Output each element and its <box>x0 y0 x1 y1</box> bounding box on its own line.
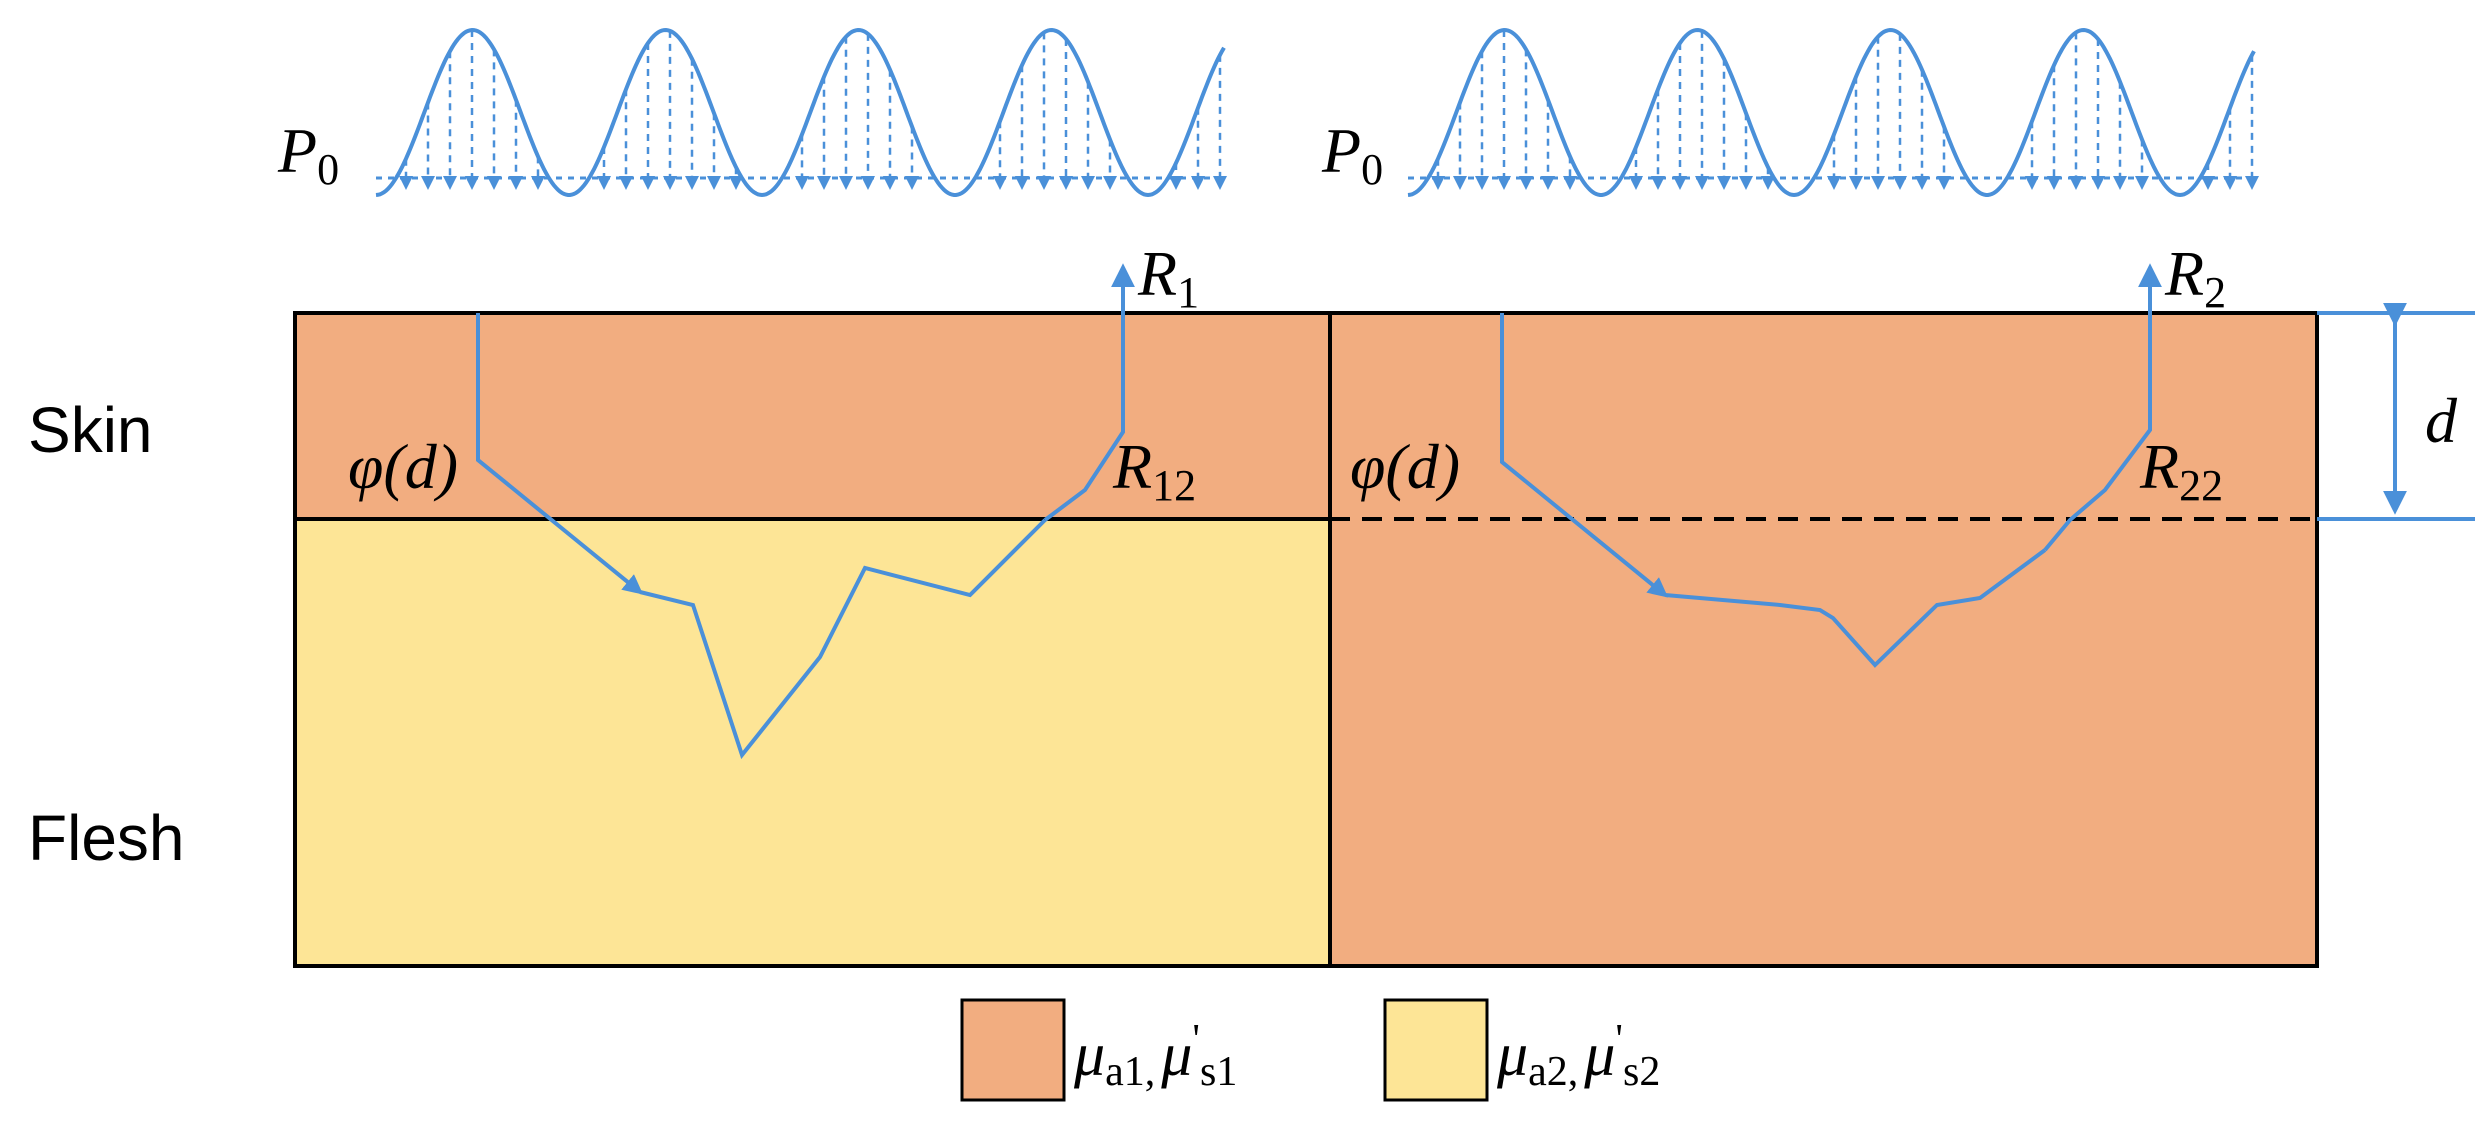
arrow-head <box>1169 176 1183 190</box>
legend-label-flesh: μa2,μ's2 <box>1496 1017 1660 1095</box>
arrow-head <box>1431 176 1445 190</box>
arrow-head <box>2047 176 2061 190</box>
arrow-head <box>1937 176 1951 190</box>
arrow-head <box>795 176 809 190</box>
arrow-head <box>1827 176 1841 190</box>
right-interface-exit-label: R22 <box>2139 431 2223 510</box>
arrow-head <box>1893 176 1907 190</box>
arrow-head <box>1497 176 1511 190</box>
depth-label: d <box>2425 385 2458 456</box>
arrow-head <box>729 176 743 190</box>
right-photon-path-down <box>1500 313 1669 598</box>
left-photon-path-up <box>1043 263 1135 522</box>
arrow-head <box>1761 176 1775 190</box>
arrow-head <box>1081 176 1095 190</box>
arrow-head <box>1059 176 1073 190</box>
arrow-head <box>1453 176 1467 190</box>
arrow-head <box>1541 176 1555 190</box>
arrow-head <box>1103 176 1117 190</box>
left-photon-path-down <box>476 313 644 595</box>
right-exit-label: R2 <box>2164 238 2226 317</box>
right-photon-path <box>1664 548 2047 668</box>
arrow-head <box>2025 176 2039 190</box>
arrow-head <box>861 176 875 190</box>
arrow-head <box>1739 176 1753 190</box>
arrow-head <box>707 176 721 190</box>
arrow-head <box>399 176 413 190</box>
skin-label: Skin <box>28 394 153 466</box>
arrow-head <box>1015 176 1029 190</box>
arrow-head <box>2223 176 2237 190</box>
arrow-head <box>487 176 501 190</box>
arrow-head <box>817 176 831 190</box>
right-flesh-layer <box>1330 519 2317 966</box>
legend-swatch-flesh <box>1383 998 1489 1102</box>
arrow-head <box>597 176 611 190</box>
wave-curve <box>375 27 1226 198</box>
arrow-head <box>1213 176 1227 190</box>
arrow-head <box>1191 176 1205 190</box>
arrow-head <box>641 176 655 190</box>
arrow-head <box>1519 176 1533 190</box>
arrow-head <box>421 176 435 190</box>
wave-curve <box>1407 27 2256 198</box>
left-illumination-pattern <box>375 27 1227 198</box>
arrow-head <box>1563 176 1577 190</box>
right-fluence-label: φ(d) <box>1350 431 1460 502</box>
legend-swatch-skin <box>960 998 1066 1102</box>
left-exit-label: R1 <box>1137 238 1199 317</box>
right-photon-path-up <box>2043 263 2162 552</box>
arrow-head <box>2201 176 2215 190</box>
arrow-head <box>1673 176 1687 190</box>
left-skin-layer <box>293 311 1332 521</box>
arrow-head <box>1695 176 1709 190</box>
arrow-head <box>1475 176 1489 190</box>
left-flesh-layer <box>293 517 1332 968</box>
arrow-head <box>443 176 457 190</box>
left-interface-exit-label: R12 <box>1112 431 1196 510</box>
arrow-head <box>2113 176 2127 190</box>
flesh-label: Flesh <box>28 802 185 874</box>
arrow-head <box>685 176 699 190</box>
arrow-head <box>1915 176 1929 190</box>
arrow-head <box>1651 176 1665 190</box>
arrow-head <box>619 176 633 190</box>
left-fluence-label: φ(d) <box>348 431 458 502</box>
left-source-label: P0 <box>277 115 339 194</box>
arrow-head <box>839 176 853 190</box>
arrow-head <box>1717 176 1731 190</box>
right-illumination-pattern <box>1407 27 2259 198</box>
arrow-head <box>1629 176 1643 190</box>
arrow-head <box>663 176 677 190</box>
arrow-head <box>531 176 545 190</box>
arrow-head <box>883 176 897 190</box>
right-source-label: P0 <box>1321 115 1383 194</box>
arrow-head <box>2135 176 2149 190</box>
legend-label-skin: μa1,μ's1 <box>1073 1017 1237 1095</box>
right-panel-border <box>1328 311 2319 968</box>
arrow-head <box>2091 176 2105 190</box>
arrow-head <box>993 176 1007 190</box>
arrow-head <box>465 176 479 190</box>
arrow-head <box>1871 176 1885 190</box>
arrow-head <box>1037 176 1051 190</box>
left-photon-path <box>639 518 1047 760</box>
arrow-head <box>2245 176 2259 190</box>
arrow-head <box>905 176 919 190</box>
arrow-head <box>1849 176 1863 190</box>
arrow-head <box>509 176 523 190</box>
right-skin-layer <box>1330 313 2317 519</box>
arrow-head <box>2069 176 2083 190</box>
